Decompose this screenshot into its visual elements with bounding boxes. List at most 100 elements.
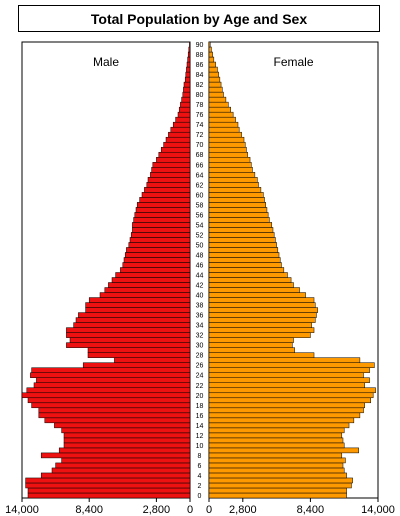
male-bar-age-50 [128,242,191,248]
age-label-14: 14 [196,423,204,430]
age-label-16: 16 [196,413,204,420]
male-bar-age-26 [82,362,191,368]
female-bar-age-28 [208,352,315,358]
male-bar-age-82 [183,81,191,88]
male-bar-age-69 [160,146,191,153]
male-bar-age-11 [63,437,191,444]
age-label-10: 10 [196,443,204,450]
age-label-76: 76 [196,112,204,119]
age-label-22: 22 [196,383,204,390]
female-bar-age-62 [208,182,259,188]
female-bar-age-89 [208,46,212,53]
female-bar-age-3 [208,477,353,484]
age-label-56: 56 [196,212,204,219]
age-label-42: 42 [196,283,204,290]
male-bar-age-24 [30,372,191,378]
female-bar-age-69 [208,146,247,153]
female-bar-age-87 [208,56,215,63]
male-bar-age-21 [26,387,191,394]
male-bar-age-81 [183,86,191,93]
female-bar-age-54 [208,222,273,228]
male-bar-age-78 [180,101,191,108]
female-bar-age-70 [208,141,246,148]
male-bar-age-41 [104,287,191,293]
age-label-40: 40 [196,293,204,300]
female-bar-age-53 [208,227,274,233]
female-bar-age-27 [208,357,361,363]
male-bar-age-36 [78,312,191,318]
female-bar-age-15 [208,417,355,424]
female-bar-age-60 [208,192,264,198]
female-bar-age-90 [208,41,211,48]
female-bar-age-42 [208,282,294,288]
male-x-tick-label: 2,800 [143,504,171,516]
age-label-78: 78 [196,102,204,109]
age-label-46: 46 [196,262,204,269]
female-bar-age-2 [208,482,352,489]
age-label-28: 28 [196,353,204,360]
male-bar-age-2 [25,482,191,489]
female-bar-age-83 [208,76,221,83]
female-bar-age-10 [208,442,345,449]
age-label-54: 54 [196,222,204,229]
age-label-80: 80 [196,92,204,99]
age-label-62: 62 [196,182,204,189]
female-bar-age-78 [208,101,229,108]
male-bar-age-15 [44,417,191,424]
female-bar-age-21 [208,387,376,394]
female-bar-age-17 [208,407,364,414]
male-bar-age-28 [87,352,191,358]
male-bar-age-71 [165,136,191,143]
male-bar-age-68 [158,151,191,158]
male-bar-age-58 [136,202,191,208]
female-bar-age-20 [208,392,374,399]
age-label-88: 88 [196,52,204,59]
female-bar-age-73 [208,126,240,133]
male-bar-age-61 [144,187,191,193]
male-bar-age-49 [126,247,191,253]
female-bar-age-52 [208,232,275,238]
age-label-6: 6 [198,463,202,470]
female-bar-age-9 [208,447,359,454]
female-bar-age-88 [208,51,213,58]
male-bar-age-84 [185,71,191,78]
male-bar-age-17 [38,407,191,414]
male-bar-age-62 [146,182,191,188]
male-bar-age-76 [177,111,191,118]
female-bar-age-85 [208,66,218,73]
female-bar-age-36 [208,312,317,318]
male-bar-age-39 [88,297,191,303]
male-bar-age-55 [133,217,191,223]
female-bar-age-49 [208,247,279,253]
female-bar-age-65 [208,167,253,173]
male-bar-age-0 [27,492,191,499]
female-bar-age-48 [208,252,280,258]
male-bar-age-37 [85,307,191,313]
male-bar-age-19 [27,397,191,404]
female-bar-age-4 [208,472,347,479]
male-bar-age-79 [181,96,191,103]
male-bar-age-77 [178,106,191,113]
male-bar-age-10 [63,442,191,449]
male-bar-age-90 [189,41,191,48]
female-bar-age-11 [208,437,344,444]
male-bar-age-88 [187,51,191,58]
female-bar-age-75 [208,116,236,123]
female-bar-age-16 [208,412,361,419]
female-bar-age-71 [208,136,245,143]
male-bar-age-48 [124,252,191,258]
female-bar-age-6 [208,462,344,469]
age-label-8: 8 [198,453,202,460]
male-bar-age-45 [120,267,191,273]
female-bar-age-82 [208,81,222,88]
age-label-44: 44 [196,273,204,280]
female-bar-age-40 [208,292,306,298]
age-label-0: 0 [198,493,202,500]
female-bar-age-14 [208,422,350,429]
female-bar-age-37 [208,307,318,313]
male-bar-age-73 [170,126,191,133]
female-bar-age-39 [208,297,315,303]
male-bar-age-80 [182,91,191,98]
age-label-74: 74 [196,122,204,129]
female-bar-age-32 [208,332,311,338]
